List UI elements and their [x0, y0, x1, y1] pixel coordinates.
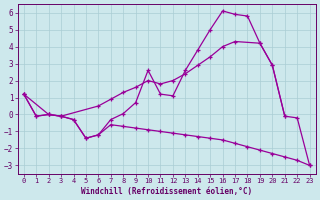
X-axis label: Windchill (Refroidissement éolien,°C): Windchill (Refroidissement éolien,°C)	[81, 187, 252, 196]
